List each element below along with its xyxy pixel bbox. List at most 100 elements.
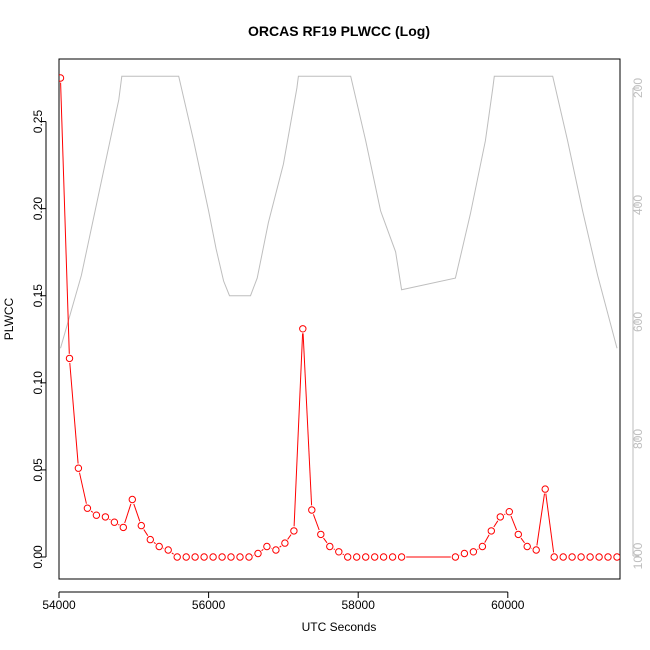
data-point	[308, 506, 316, 514]
x-axis-label: UTC Seconds	[302, 620, 377, 634]
series-segment	[484, 534, 490, 543]
series-segment	[293, 333, 304, 527]
data-point	[137, 521, 146, 530]
data-point	[263, 542, 271, 551]
data-point	[388, 553, 397, 561]
chart-title: ORCAS RF19 PLWCC (Log)	[248, 23, 430, 39]
data-point	[245, 553, 253, 561]
data-point	[119, 523, 128, 532]
series-segment	[69, 362, 79, 464]
data-point	[155, 542, 163, 551]
series-segment	[171, 552, 174, 555]
y2-tick-label: 400	[631, 195, 645, 215]
data-point	[532, 546, 540, 554]
y2-tick-label: 800	[631, 429, 645, 449]
series-right-axis	[60, 75, 618, 349]
x-tick-label: 56000	[192, 598, 226, 612]
data-point	[299, 325, 307, 333]
data-point	[218, 553, 226, 561]
data-point	[59, 74, 65, 82]
data-point	[191, 553, 199, 561]
y-axis: 0.00 0.05 0.10 0.15 0.20 0.25	[31, 110, 47, 569]
data-point	[371, 553, 379, 561]
series-segment	[60, 82, 70, 354]
series-segment	[312, 514, 320, 531]
data-point	[290, 527, 298, 535]
data-point	[272, 546, 280, 554]
data-point	[209, 553, 217, 561]
data-point	[200, 553, 208, 561]
series-segment	[90, 510, 94, 513]
data-point	[362, 553, 370, 561]
data-point	[568, 553, 576, 561]
y-tick-label: 0.10	[31, 371, 45, 395]
data-point	[281, 539, 289, 547]
data-point	[164, 546, 172, 554]
data-point	[83, 504, 92, 512]
data-point	[460, 549, 469, 558]
data-point	[397, 553, 406, 561]
y-axis-label: PLWCC	[2, 297, 16, 340]
data-point	[65, 354, 74, 363]
data-point	[595, 553, 603, 561]
data-point	[146, 535, 155, 544]
series-segment	[504, 513, 506, 516]
plot-area-frame	[58, 58, 621, 580]
x-tick-label: 60000	[491, 598, 525, 612]
data-point	[577, 553, 585, 561]
plot-clip-group	[59, 74, 620, 561]
data-point	[523, 542, 531, 551]
series-segment	[536, 493, 545, 546]
y2-tick-label: 600	[631, 312, 645, 332]
data-point	[586, 553, 594, 561]
series-segment	[510, 515, 518, 531]
data-point	[344, 553, 352, 561]
x-tick-label: 58000	[342, 598, 376, 612]
y-tick-label: 0.15	[31, 284, 45, 308]
data-point	[353, 553, 361, 561]
series-segment	[143, 529, 149, 536]
data-point	[487, 527, 495, 535]
data-point	[478, 542, 487, 551]
series-segment	[109, 518, 111, 521]
x-tick-label: 54000	[42, 598, 76, 612]
series-segment	[124, 503, 132, 524]
data-point	[254, 549, 262, 558]
series-right-axis-line	[60, 75, 618, 349]
data-point	[101, 513, 110, 521]
data-point	[236, 553, 244, 561]
data-point	[496, 513, 504, 521]
data-point	[128, 495, 137, 504]
data-point	[173, 553, 181, 561]
data-point	[110, 518, 119, 526]
series-segment	[323, 537, 328, 544]
series-segment	[153, 542, 156, 545]
data-point	[505, 508, 513, 516]
data-point	[613, 553, 620, 561]
y-tick-label: 0.00	[31, 545, 45, 569]
series-segment	[477, 548, 479, 550]
x-axis: 54000 56000 58000 60000	[42, 591, 525, 612]
data-point	[182, 553, 190, 561]
data-point	[550, 553, 558, 561]
data-point	[451, 553, 460, 561]
y-axis-right: 200 400 600 800 1000	[631, 78, 645, 570]
series-segment	[133, 503, 141, 522]
y2-tick-label: 1000	[631, 542, 645, 569]
data-point	[469, 548, 478, 556]
data-point	[559, 553, 567, 561]
series-segment	[545, 493, 555, 553]
series-segment	[287, 534, 292, 540]
data-point	[379, 553, 388, 561]
data-point	[92, 511, 101, 519]
y-tick-label: 0.25	[31, 110, 45, 134]
y2-tick-label: 200	[631, 78, 645, 98]
y-tick-label: 0.20	[31, 197, 45, 221]
data-point	[514, 530, 522, 539]
data-point	[326, 542, 334, 551]
data-point	[74, 464, 83, 472]
series-plwcc	[59, 74, 620, 561]
series-segment	[342, 553, 345, 556]
y-tick-label: 0.05	[31, 458, 45, 482]
